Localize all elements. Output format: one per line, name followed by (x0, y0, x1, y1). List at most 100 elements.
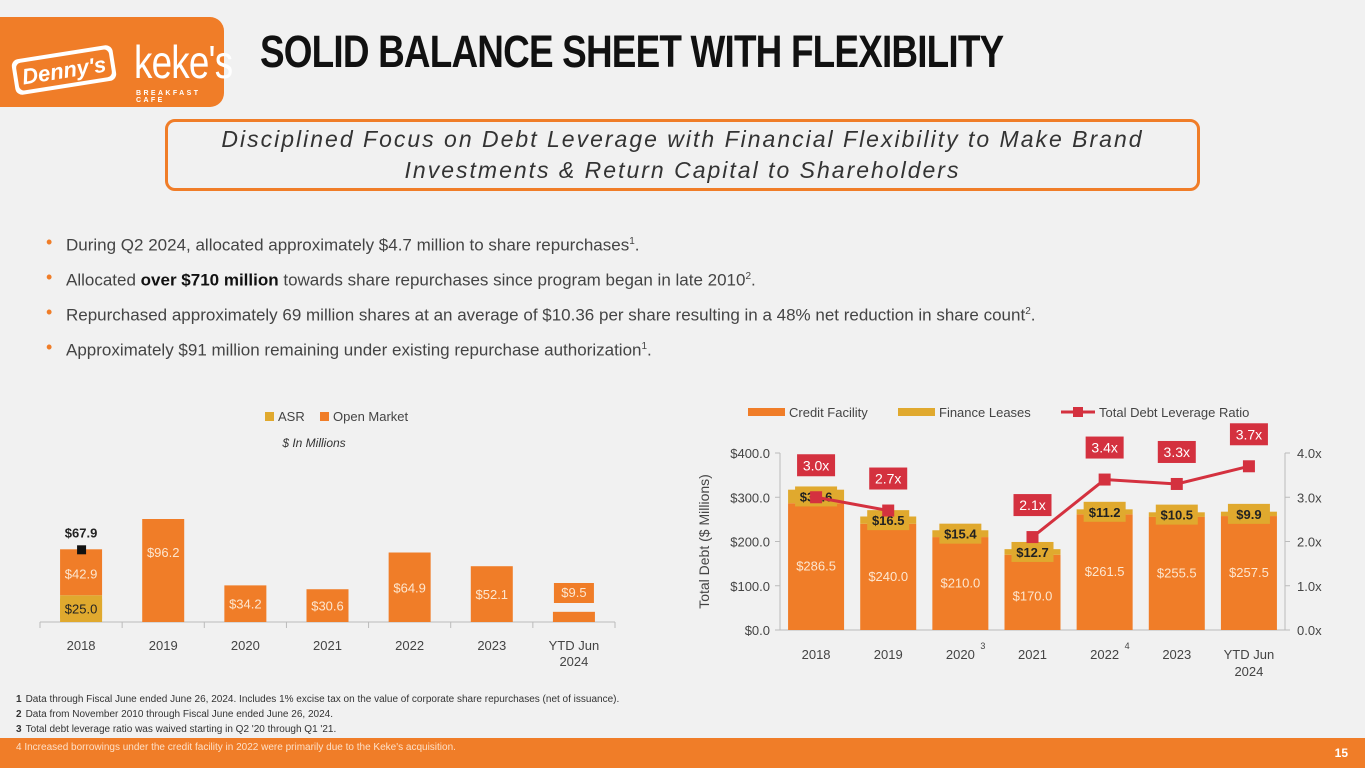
data-label-open-market: $34.2 (229, 597, 262, 612)
bullet-text: Approximately $91 million remaining unde… (66, 340, 642, 360)
data-label-credit-facility: $257.5 (1229, 565, 1269, 580)
data-label-open-market: $30.6 (311, 599, 344, 614)
legend-swatch-asr (265, 412, 274, 421)
callout-box: Disciplined Focus on Debt Leverage with … (165, 119, 1200, 191)
footnote-text: Data from November 2010 through Fiscal J… (25, 709, 333, 720)
x-tick-label: 2020 (946, 647, 975, 662)
bullet-text: During Q2 2024, allocated approximately … (66, 235, 630, 255)
leverage-point (882, 504, 895, 517)
legend-marker-leverage (1073, 407, 1083, 417)
share-repurchase-chart: ASR Open Market $ In Millions $25.0 $42.9 201… (39, 409, 616, 669)
leverage-label-bg (1157, 440, 1196, 463)
data-label-finance-leases: $10.5 (1161, 508, 1194, 523)
y-axis-title: Total Debt ($ Millions) (696, 474, 712, 609)
data-label-bg (60, 598, 103, 619)
legend-label-leverage: Total Debt Leverage Ratio (1099, 405, 1249, 420)
bar-credit-facility (1148, 516, 1205, 630)
y2-tick-label: 3.0x (1297, 490, 1322, 505)
legend-label-asr: ASR (278, 409, 305, 424)
brand-logo-panel: Denny's keke's BREAKFAST CAFE (0, 17, 233, 107)
bullet-end: . (751, 270, 756, 290)
footnote: 2 Data from November 2010 through Fiscal … (16, 707, 619, 722)
leverage-line (815, 495, 889, 513)
data-label-credit-facility: $286.5 (796, 559, 836, 574)
data-label-credit-facility: $170.0 (1013, 588, 1053, 603)
data-label-open-market: $52.1 (476, 587, 509, 602)
bullet-item: During Q2 2024, allocated approximately … (46, 230, 1036, 265)
y-tick-label: $400.0 (730, 446, 770, 461)
legend-swatch-credit-facility (748, 408, 785, 416)
footnote-number: 2 (16, 709, 22, 720)
data-label-bg (1155, 504, 1198, 525)
bar-credit-facility (788, 503, 845, 630)
x-tick-label: 2019 (149, 638, 178, 653)
chart-subtitle: $ In Millions (281, 436, 345, 450)
page-title: SOLID BALANCE SHEET WITH FLEXIBILITY (260, 26, 1004, 77)
callout-text: Disciplined Focus on Debt Leverage with … (221, 126, 1144, 183)
data-label-finance-leases: $9.9 (1236, 507, 1261, 522)
data-label-finance-leases: $11.2 (1089, 505, 1121, 520)
bullet-text: Allocated (66, 270, 141, 290)
x-tick-label: YTD Jun (549, 638, 600, 653)
data-label-open-market: $9.5 (561, 585, 586, 600)
x-tick-label: 2023 (1162, 647, 1191, 662)
leverage-label: 3.7x (1236, 426, 1262, 442)
x-tick-footnote-ref: 4 (1125, 641, 1130, 651)
y2-tick-label: 4.0x (1297, 446, 1322, 461)
footnote-ref: 1 (641, 341, 648, 352)
footer-bar: 4 Increased borrowings under the credit … (0, 738, 1365, 768)
footnote: 1 Data through Fiscal June ended June 26,… (16, 692, 619, 707)
data-label-credit-facility: $255.5 (1157, 565, 1197, 580)
bar-open-market (60, 549, 103, 596)
x-tick-label: 2024 (559, 654, 588, 669)
total-marker (77, 545, 87, 555)
bullet-text: Repurchased approximately 69 million sha… (66, 305, 1026, 325)
footnote-ref: 2 (1025, 306, 1031, 317)
legend-label-finance-leases: Finance Leases (939, 405, 1031, 420)
y2-tick-label: 0.0x (1297, 623, 1322, 638)
dennys-logo: Denny's (11, 45, 117, 95)
bar-credit-facility (1076, 514, 1133, 630)
leverage-label-bg (1013, 494, 1052, 517)
bullet-end: . (634, 235, 640, 255)
data-label-open-market: $96.2 (147, 545, 180, 560)
footnote-ref: 1 (629, 236, 635, 247)
data-label-bg (1011, 541, 1054, 562)
data-label-asr: $25.0 (65, 602, 98, 617)
bar-open-market (388, 552, 431, 622)
legend-swatch-open-market (320, 412, 329, 421)
footnote-text: Total debt leverage ratio was waived sta… (25, 724, 337, 735)
kekes-logo-subtitle: BREAKFAST CAFE (136, 90, 201, 104)
legend-swatch-finance-leases (898, 408, 935, 416)
leverage-label: 3.0x (803, 457, 829, 473)
data-label-bg (1227, 503, 1270, 524)
bar-credit-facility (860, 523, 917, 630)
leverage-line (1031, 464, 1250, 539)
y-tick-label: $300.0 (730, 490, 770, 505)
leverage-label-bg (1085, 436, 1124, 459)
data-label-bg (939, 523, 982, 544)
total-label: $67.9 (65, 525, 98, 540)
page-number: 15 (1334, 746, 1348, 760)
data-label-bg (867, 510, 910, 531)
footnotes: 1 Data through Fiscal June ended June 26,… (16, 692, 619, 737)
data-label-open-market: $42.9 (65, 566, 98, 581)
data-label-bg (1083, 501, 1126, 522)
data-label-finance-leases: $12.7 (1016, 545, 1049, 560)
x-tick-label: 2022 (395, 638, 424, 653)
leverage-point (1098, 473, 1111, 486)
data-label-bg (553, 583, 594, 603)
bar-open-market (552, 611, 595, 622)
x-tick-label: 2023 (477, 638, 506, 653)
leverage-label-bg (797, 454, 836, 477)
y-tick-label: $0.0 (745, 623, 770, 638)
data-label-finance-leases: $15.4 (944, 527, 977, 542)
bullet-text-cont: towards share repurchases since program … (278, 270, 746, 290)
leverage-label: 2.1x (1019, 497, 1045, 513)
bar-open-market (142, 519, 185, 622)
bar-open-market (470, 566, 513, 622)
data-label-credit-facility: $210.0 (940, 576, 980, 591)
bullet-item: Approximately $91 million remaining unde… (46, 335, 1036, 370)
legend-label-credit-facility: Credit Facility (789, 405, 868, 420)
x-tick-label: 2018 (802, 647, 831, 662)
